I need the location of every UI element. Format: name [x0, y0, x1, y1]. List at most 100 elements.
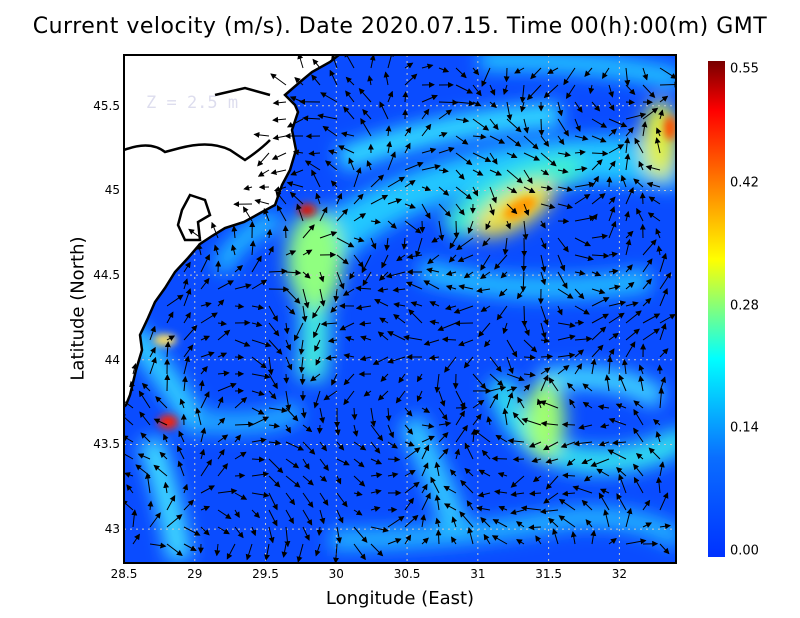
- velocity-arrow: [304, 160, 321, 171]
- velocity-arrow: [421, 483, 428, 494]
- x-tick-label: 29: [187, 567, 203, 581]
- velocity-arrow: [153, 464, 168, 477]
- velocity-arrow: [574, 166, 588, 172]
- velocity-arrow: [299, 373, 306, 386]
- velocity-arrow: [625, 84, 636, 96]
- velocity-arrow: [385, 125, 392, 137]
- velocity-arrow: [519, 84, 526, 104]
- velocity-arrow: [322, 125, 338, 137]
- velocity-arrow: [234, 339, 251, 347]
- velocity-arrow: [362, 271, 372, 287]
- velocity-arrow: [659, 543, 670, 555]
- velocity-arrow: [658, 461, 665, 477]
- velocity-arrow: [472, 152, 492, 162]
- velocity-arrow: [327, 337, 338, 344]
- velocity-arrow: [659, 314, 676, 324]
- velocity-arrow: [635, 453, 644, 460]
- velocity-arrow: [403, 334, 423, 341]
- velocity-arrow: [608, 251, 618, 258]
- velocity-arrow: [574, 149, 586, 156]
- velocity-arrow: [404, 203, 416, 209]
- velocity-arrow: [200, 391, 210, 409]
- velocity-arrow: [213, 244, 220, 256]
- velocity-arrow: [344, 336, 355, 342]
- velocity-arrow: [351, 407, 358, 421]
- velocity-arrow: [281, 543, 288, 558]
- velocity-arrow: [370, 218, 381, 225]
- velocity-arrow: [608, 196, 616, 205]
- velocity-arrow: [138, 390, 151, 409]
- velocity-arrow: [355, 285, 372, 292]
- velocity-arrow: [455, 67, 467, 79]
- velocity-arrow: [285, 509, 294, 525]
- velocity-arrow: [316, 424, 323, 434]
- velocity-arrow: [300, 407, 307, 419]
- velocity-arrow: [540, 152, 557, 167]
- velocity-arrow: [472, 169, 484, 176]
- velocity-arrow: [285, 475, 301, 488]
- velocity-arrow: [655, 127, 662, 137]
- velocity-arrow: [200, 427, 207, 443]
- velocity-arrow: [590, 358, 597, 375]
- velocity-arrow: [642, 107, 659, 120]
- velocity-arrow: [625, 99, 635, 106]
- velocity-arrow: [285, 492, 296, 506]
- velocity-arrow: [285, 305, 296, 315]
- velocity-arrow: [353, 213, 367, 222]
- velocity-arrow: [200, 459, 212, 477]
- velocity-arrow: [402, 91, 409, 103]
- velocity-arrow: [270, 169, 287, 176]
- velocity-arrow: [552, 528, 559, 545]
- velocity-arrow: [625, 281, 635, 290]
- velocity-arrow: [266, 228, 273, 239]
- velocity-arrow: [398, 373, 406, 384]
- velocity-arrow: [557, 101, 564, 117]
- velocity-arrow: [624, 137, 631, 154]
- velocity-arrow: [557, 168, 569, 174]
- velocity-arrow: [149, 356, 157, 375]
- velocity-arrow: [491, 455, 508, 462]
- velocity-arrow: [387, 198, 403, 205]
- velocity-arrow: [313, 390, 321, 409]
- velocity-arrow: [557, 305, 563, 316]
- velocity-arrow: [608, 220, 617, 239]
- velocity-arrow: [438, 66, 450, 73]
- velocity-arrow: [264, 543, 270, 561]
- velocity-arrow: [658, 387, 665, 409]
- velocity-arrow: [642, 84, 656, 99]
- velocity-arrow: [416, 373, 423, 383]
- velocity-arrow: [434, 461, 441, 477]
- velocity-arrow: [548, 517, 559, 528]
- velocity-arrow: [494, 254, 508, 270]
- velocity-arrow: [272, 116, 287, 123]
- velocity-arrow: [497, 471, 508, 478]
- velocity-arrow: [480, 254, 491, 271]
- velocity-arrow: [489, 152, 498, 165]
- velocity-arrow: [251, 437, 267, 444]
- velocity-arrow: [574, 181, 595, 188]
- velocity-arrow: [177, 445, 185, 460]
- velocity-arrow: [523, 339, 538, 353]
- velocity-arrow: [366, 160, 373, 171]
- velocity-arrow: [336, 441, 345, 451]
- velocity-arrow: [343, 353, 355, 359]
- velocity-arrow: [642, 522, 652, 528]
- velocity-arrow: [659, 252, 668, 273]
- velocity-arrow: [574, 349, 585, 358]
- velocity-arrow: [283, 373, 290, 384]
- velocity-arrow: [325, 354, 338, 361]
- velocity-arrow: [367, 75, 374, 86]
- velocity-arrow: [591, 175, 599, 188]
- velocity-arrow: [421, 203, 431, 220]
- velocity-arrow: [334, 424, 341, 436]
- velocity-arrow: [591, 252, 610, 259]
- velocity-arrow: [451, 516, 458, 528]
- velocity-arrow: [268, 526, 275, 544]
- velocity-arrow: [230, 244, 237, 256]
- velocity-arrow: [245, 543, 253, 561]
- velocity-arrow: [502, 237, 509, 256]
- velocity-arrow: [285, 390, 292, 411]
- velocity-arrow: [523, 152, 541, 161]
- velocity-arrow: [421, 185, 432, 192]
